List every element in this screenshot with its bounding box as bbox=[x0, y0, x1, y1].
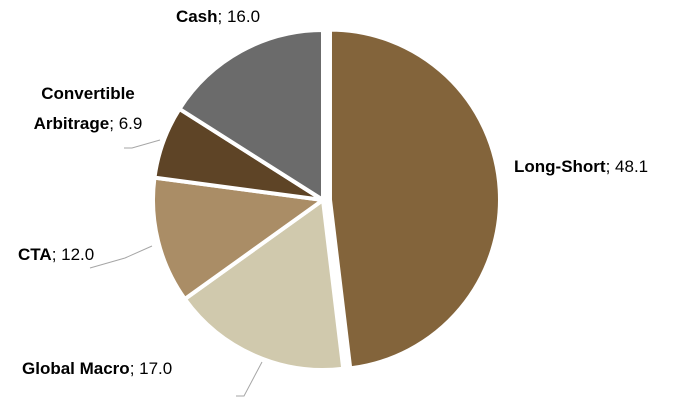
value-label: 48.1 bbox=[615, 157, 648, 176]
leader-line bbox=[124, 139, 161, 149]
category-label: Cash bbox=[176, 7, 218, 26]
pie-slice bbox=[327, 27, 502, 371]
label-separator: ; bbox=[130, 359, 139, 378]
slice-label: Convertible Arbitrage; 6.9 bbox=[34, 84, 143, 133]
value-label: 6.9 bbox=[119, 114, 143, 133]
pie-slice bbox=[151, 175, 329, 302]
label-separator: ; bbox=[52, 245, 61, 264]
slice-label: CTA; 12.0 bbox=[18, 245, 94, 264]
label-separator: ; bbox=[606, 157, 615, 176]
category-label: CTA bbox=[18, 245, 52, 264]
category-label: Global Macro bbox=[22, 359, 130, 378]
label-separator: ; bbox=[109, 114, 118, 133]
value-label: 16.0 bbox=[227, 7, 260, 26]
category-label: Convertible Arbitrage bbox=[34, 84, 135, 133]
category-label: Long-Short bbox=[514, 157, 606, 176]
pie-slice bbox=[182, 196, 346, 372]
slice-label: Cash; 16.0 bbox=[176, 7, 260, 26]
slice-label: Long-Short; 48.1 bbox=[514, 157, 648, 176]
label-separator: ; bbox=[218, 7, 227, 26]
value-label: 17.0 bbox=[139, 359, 172, 378]
leader-line bbox=[89, 245, 153, 269]
slice-label: Global Macro; 17.0 bbox=[22, 359, 172, 378]
leader-line bbox=[236, 361, 263, 397]
value-label: 12.0 bbox=[61, 245, 94, 264]
pie-slice bbox=[176, 27, 325, 204]
